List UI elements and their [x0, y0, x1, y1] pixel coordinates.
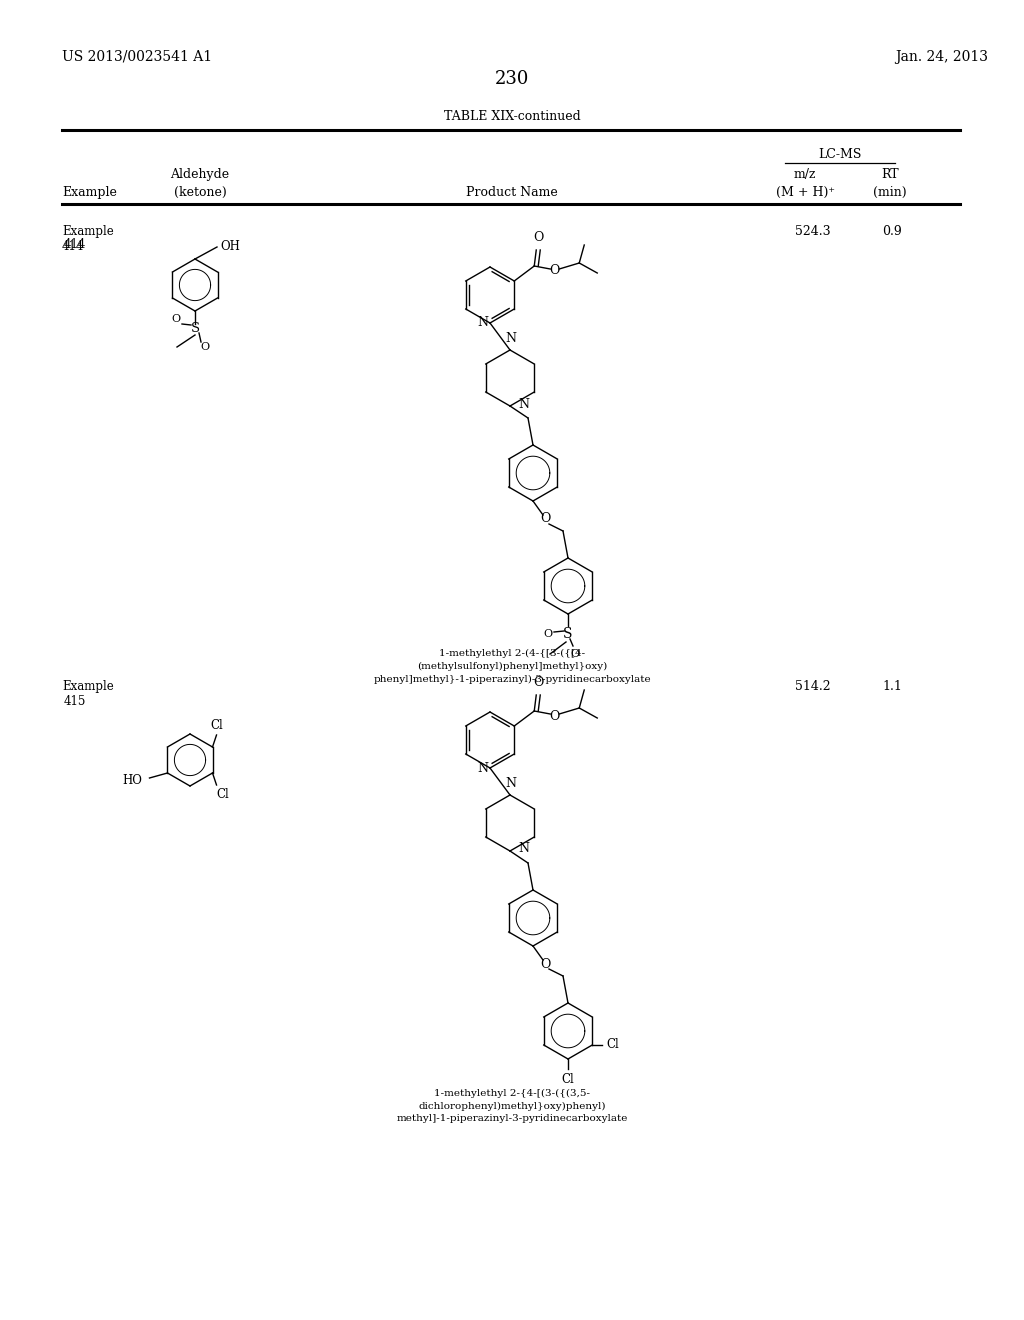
Text: Jan. 24, 2013: Jan. 24, 2013 [895, 50, 988, 63]
Text: 1-methylethyl 2-{4-[(3-({(3,5-
dichlorophenyl)methyl}oxy)phenyl)
methyl]-1-piper: 1-methylethyl 2-{4-[(3-({(3,5- dichlorop… [396, 1089, 628, 1123]
Text: O: O [544, 630, 553, 639]
Text: (M + H)⁺: (M + H)⁺ [775, 186, 835, 199]
Text: Aldehyde: Aldehyde [170, 168, 229, 181]
Text: 414: 414 [63, 238, 86, 251]
Text: 230: 230 [495, 70, 529, 88]
Text: O: O [534, 231, 544, 244]
Text: 0.9: 0.9 [882, 224, 902, 238]
Text: O: O [549, 710, 559, 722]
Text: Example: Example [62, 186, 117, 199]
Text: m/z: m/z [794, 168, 816, 181]
Text: LC-MS: LC-MS [818, 148, 861, 161]
Text: Product Name: Product Name [466, 186, 558, 199]
Text: 514.2: 514.2 [795, 680, 830, 693]
Text: Example: Example [62, 680, 114, 693]
Text: O: O [549, 264, 559, 277]
Text: N: N [477, 762, 488, 775]
Text: N: N [518, 842, 529, 855]
Text: O: O [201, 342, 210, 352]
Text: US 2013/0023541 A1: US 2013/0023541 A1 [62, 50, 212, 63]
Text: N: N [477, 317, 488, 330]
Text: 414: 414 [62, 240, 84, 253]
Text: O: O [534, 676, 544, 689]
Text: 415: 415 [63, 696, 86, 708]
Text: RT: RT [882, 168, 899, 181]
Text: 524.3: 524.3 [795, 224, 830, 238]
Text: O: O [540, 512, 550, 525]
Text: O: O [540, 957, 550, 970]
Text: Cl: Cl [606, 1039, 618, 1052]
Text: Cl: Cl [561, 1073, 574, 1086]
Text: Cl: Cl [216, 788, 229, 801]
Text: Example: Example [62, 224, 114, 238]
Text: O: O [171, 314, 180, 323]
Text: (ketone): (ketone) [174, 186, 226, 199]
Text: TABLE XIX-continued: TABLE XIX-continued [443, 110, 581, 123]
Text: S: S [190, 322, 200, 335]
Text: N: N [506, 777, 516, 789]
Text: 1-methylethyl 2-(4-{[3-({[4-
(methylsulfonyl)phenyl]methyl}oxy)
phenyl]methyl}-1: 1-methylethyl 2-(4-{[3-({[4- (methylsulf… [373, 649, 651, 684]
Text: 1.1: 1.1 [882, 680, 902, 693]
Text: HO: HO [123, 775, 142, 788]
Text: OH: OH [220, 239, 240, 252]
Text: N: N [518, 397, 529, 411]
Text: S: S [563, 627, 572, 642]
Text: Cl: Cl [210, 719, 223, 733]
Text: N: N [506, 333, 516, 345]
Text: (min): (min) [873, 186, 907, 199]
Text: O: O [570, 649, 580, 659]
